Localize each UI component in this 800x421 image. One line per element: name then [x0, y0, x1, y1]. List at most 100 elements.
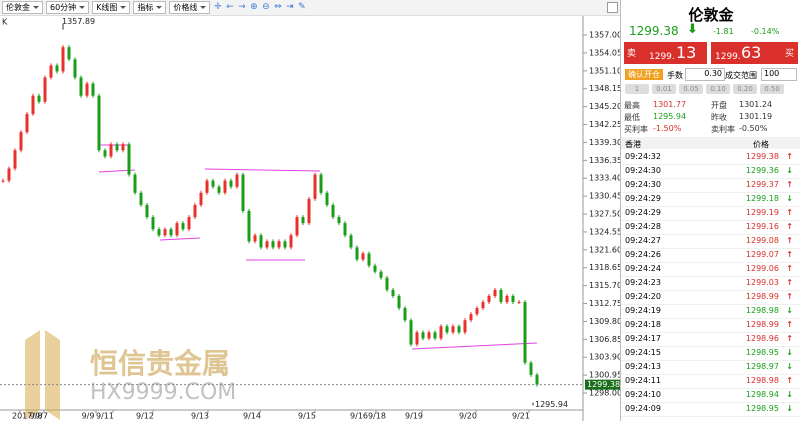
- tick-row: 09:24:17 1298.96 ↑: [621, 332, 800, 347]
- y-tick-label: 1327.50: [589, 210, 620, 219]
- tool-icon[interactable]: ✛: [214, 2, 222, 12]
- candle: [49, 65, 53, 78]
- tick-row: 09:24:29 1299.19 ↑: [621, 206, 800, 221]
- y-tick-label: 1330.45: [589, 192, 620, 201]
- change: -1.81: [713, 27, 734, 36]
- candle: [91, 83, 95, 96]
- tick-price: 1299.18: [745, 194, 779, 203]
- candle: [427, 332, 431, 339]
- candle: [499, 289, 503, 303]
- y-tick-label: 1303.90: [589, 353, 620, 362]
- candle: [223, 180, 227, 193]
- candle: [157, 229, 161, 236]
- dropdown[interactable]: K线图: [92, 1, 131, 14]
- y-tick-label: 1354.05: [589, 48, 620, 57]
- tick-arrow: ↑: [786, 292, 793, 301]
- tool-icon[interactable]: →: [238, 2, 246, 12]
- quick-lot[interactable]: 0.01: [652, 84, 676, 94]
- candle: [349, 235, 353, 248]
- candle: [289, 235, 293, 248]
- last-price-label: 1299.38: [587, 380, 620, 389]
- x-tick-label: 9/11: [96, 412, 114, 421]
- candle: [61, 47, 65, 72]
- dropdown[interactable]: 指标: [133, 1, 167, 14]
- candle: [523, 302, 527, 363]
- x-tick-label: 9/13: [191, 412, 209, 421]
- dropdown[interactable]: 60分钟: [46, 1, 90, 14]
- sell-label: 卖: [627, 49, 637, 59]
- candle: [481, 302, 485, 309]
- quick-lot[interactable]: 0.50: [760, 84, 784, 94]
- candle: [421, 332, 425, 339]
- buy-button[interactable]: 1299. 63 买: [711, 42, 798, 64]
- tool-icon[interactable]: ⊖: [262, 2, 270, 12]
- stat: 昨收: [711, 113, 727, 122]
- sell-price: 1299.: [649, 52, 675, 62]
- y-tick-label: 1298.00: [589, 389, 620, 398]
- dropdown[interactable]: 价格线: [169, 1, 211, 14]
- candle: [133, 174, 137, 193]
- quick-lot[interactable]: 0.20: [733, 84, 757, 94]
- candle: [265, 241, 269, 248]
- stat: 买利率: [624, 125, 648, 134]
- y-tick-label: 1333.40: [589, 174, 620, 183]
- instrument-name: 伦敦金: [688, 6, 734, 24]
- x-tick-label: 9/9: [82, 412, 95, 421]
- candle: [199, 192, 203, 205]
- candle: [169, 229, 173, 236]
- stat: 卖利率: [711, 125, 735, 134]
- candle: [463, 320, 467, 333]
- drawn-lines: [98, 144, 538, 350]
- tick-time: 09:24:26: [625, 250, 661, 259]
- confirm-button[interactable]: 确认开仓: [625, 69, 663, 80]
- tick-arrow: ↑: [786, 376, 793, 385]
- tool-icon[interactable]: ⊕: [250, 2, 258, 12]
- tick-price: 1299.07: [745, 250, 779, 259]
- tick-arrow: ↑: [786, 334, 793, 343]
- dropdown[interactable]: 伦敦金: [2, 1, 43, 14]
- tick-price: 1298.98: [745, 306, 779, 315]
- candle: [529, 362, 533, 375]
- candle: [1, 180, 5, 182]
- candle: [439, 326, 443, 339]
- candle: [13, 150, 17, 169]
- tool-icon[interactable]: ←: [226, 2, 234, 12]
- lots-input[interactable]: 0.30: [685, 68, 725, 81]
- candle: [253, 235, 257, 242]
- x-tick-label: 9/169/18: [350, 412, 386, 421]
- y-tick-label: 1321.60: [589, 245, 620, 254]
- candle: [79, 77, 83, 96]
- sell-price-big: 13: [676, 43, 697, 62]
- tick-price: 1298.94: [745, 390, 779, 399]
- tick-arrow: ↑: [786, 208, 793, 217]
- tool-icon[interactable]: ⇔: [274, 2, 282, 12]
- candle: [535, 374, 539, 385]
- tick-time: 09:24:13: [625, 362, 661, 371]
- buy-label: 买: [784, 49, 794, 59]
- tick-arrow: ↓: [786, 194, 793, 203]
- sell-button[interactable]: 卖 1299. 13: [624, 42, 707, 64]
- stat: 1301.19: [739, 112, 773, 121]
- tick-row: 09:24:30 1299.36 ↓: [621, 164, 800, 179]
- candle: [379, 271, 383, 278]
- candle: [25, 113, 29, 133]
- quick-lot[interactable]: 0.05: [679, 84, 703, 94]
- candle: [313, 174, 317, 199]
- tick-arrow: ↓: [786, 348, 793, 357]
- tick-arrow: ↑: [786, 264, 793, 273]
- candle: [493, 289, 497, 296]
- tick-time: 09:24:20: [625, 292, 661, 301]
- candle: [67, 47, 71, 60]
- range-input[interactable]: 100: [761, 68, 797, 81]
- quick-lot[interactable]: 0.10: [706, 84, 730, 94]
- candle: [445, 326, 449, 333]
- tick-price: 1298.99: [745, 320, 779, 329]
- candle: [469, 314, 473, 321]
- quick-lot[interactable]: 1: [625, 84, 649, 94]
- candle: [127, 144, 131, 175]
- corner-btn[interactable]: [607, 2, 618, 13]
- y-tick-label: 1357.00: [589, 31, 620, 40]
- candle: [343, 223, 347, 236]
- tool-icon[interactable]: ✎: [298, 2, 306, 12]
- tool-icon[interactable]: ⇥: [286, 2, 294, 12]
